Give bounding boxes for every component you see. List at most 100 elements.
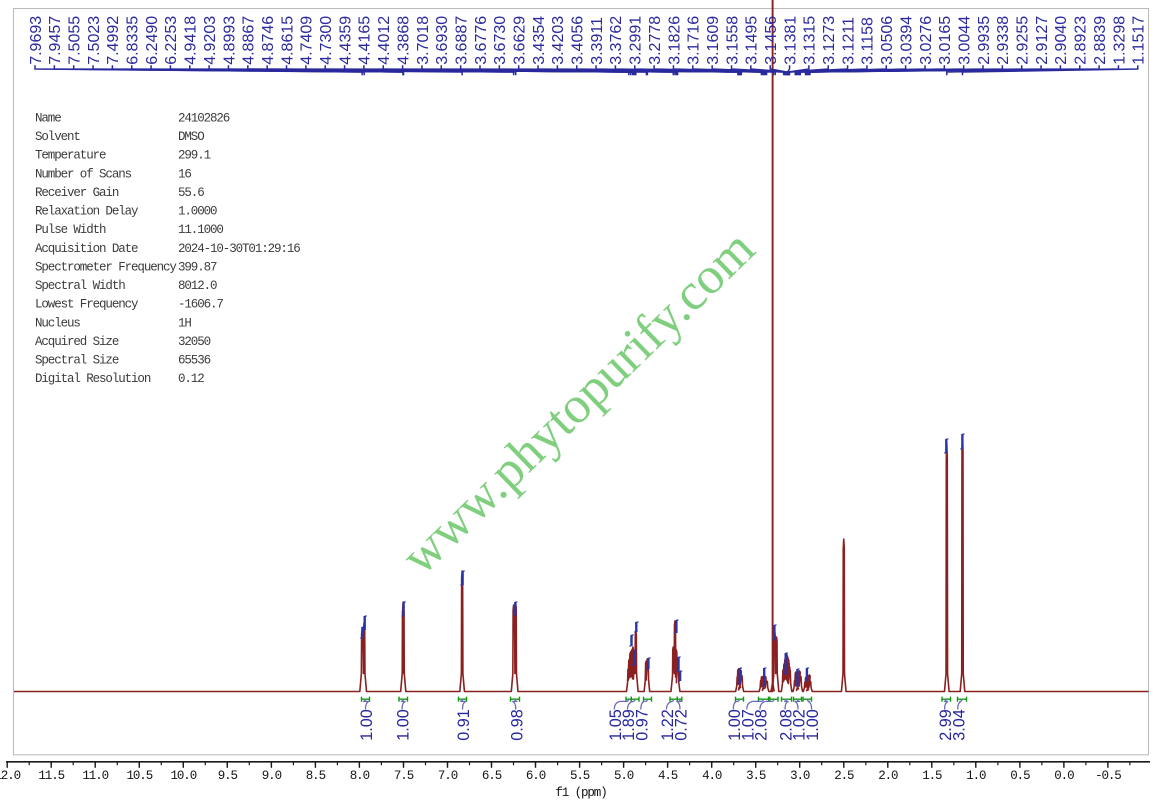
svg-text:6.2490: 6.2490 [144,16,161,65]
svg-text:0.12: 0.12 [178,372,204,386]
svg-text:1.0000: 1.0000 [178,205,217,219]
svg-text:10.0: 10.0 [170,769,196,783]
svg-text:Acquisition Date: Acquisition Date [35,242,138,256]
svg-text:3.3911: 3.3911 [589,17,606,65]
svg-text:4.4165: 4.4165 [357,16,374,65]
svg-text:7.0: 7.0 [438,769,458,783]
svg-text:65536: 65536 [178,354,211,368]
svg-text:7.5: 7.5 [394,769,414,783]
svg-text:3.2778: 3.2778 [647,16,664,65]
svg-text:3.6930: 3.6930 [434,16,451,65]
svg-text:1.00: 1.00 [358,709,376,741]
svg-text:3.1381: 3.1381 [782,16,799,65]
svg-text:Receiver Gain: Receiver Gain [35,186,119,200]
svg-text:0.91: 0.91 [455,709,473,741]
svg-text:-0.5: -0.5 [1095,769,1121,783]
svg-text:1.89: 1.89 [620,709,638,741]
svg-text:3.6629: 3.6629 [511,16,528,65]
svg-text:4.8615: 4.8615 [279,16,296,65]
svg-text:3.1558: 3.1558 [724,16,741,65]
svg-text:1.5: 1.5 [922,769,942,783]
svg-text:-1606.7: -1606.7 [178,298,223,312]
svg-text:32050: 32050 [178,335,211,349]
svg-text:11.0: 11.0 [82,769,108,783]
svg-text:Lowest Frequency: Lowest Frequency [35,298,139,312]
svg-text:3.0506: 3.0506 [879,16,896,65]
svg-text:8.0: 8.0 [350,769,370,783]
svg-text:1.3298: 1.3298 [1111,16,1128,65]
svg-text:Spectral Size: Spectral Size [35,354,119,368]
svg-text:4.7409: 4.7409 [299,16,316,65]
svg-text:4.0: 4.0 [702,769,722,783]
svg-text:3.1495: 3.1495 [744,16,761,65]
svg-text:4.9418: 4.9418 [183,16,200,65]
svg-text:4.8746: 4.8746 [260,16,277,65]
svg-text:1.07: 1.07 [739,709,757,741]
svg-text:3.2991: 3.2991 [628,16,645,65]
svg-text:3.6730: 3.6730 [492,16,509,65]
svg-text:9.0: 9.0 [262,769,282,783]
svg-text:10.5: 10.5 [126,769,152,783]
svg-text:5.0: 5.0 [614,769,634,783]
svg-text:7.9457: 7.9457 [47,16,64,65]
svg-text:3.04: 3.04 [950,709,968,741]
svg-text:3.0: 3.0 [790,769,810,783]
svg-text:6.8335: 6.8335 [125,16,142,65]
svg-text:Spectrometer Frequency: Spectrometer Frequency [35,261,177,275]
svg-text:1.1517: 1.1517 [1131,16,1148,65]
svg-text:9.5: 9.5 [218,769,238,783]
svg-text:399.87: 399.87 [178,261,217,275]
svg-text:Solvent: Solvent [35,130,80,144]
svg-text:3.1716: 3.1716 [686,16,703,65]
svg-text:3.0165: 3.0165 [937,16,954,65]
svg-text:3.6887: 3.6887 [453,16,470,65]
svg-text:Nucleus: Nucleus [35,316,80,330]
svg-text:7.5055: 7.5055 [66,16,83,65]
svg-text:4.4359: 4.4359 [337,16,354,65]
svg-text:f1 (ppm): f1 (ppm) [555,786,606,800]
svg-text:3.3762: 3.3762 [608,16,625,65]
svg-text:3.4354: 3.4354 [531,16,548,65]
svg-text:7.5023: 7.5023 [86,16,103,65]
svg-text:3.1273: 3.1273 [821,16,838,65]
svg-text:3.0394: 3.0394 [898,16,915,65]
svg-text:3.1315: 3.1315 [802,16,819,65]
svg-text:1.00: 1.00 [804,709,822,741]
svg-text:12.0: 12.0 [0,769,21,783]
svg-text:2.08: 2.08 [778,709,796,741]
svg-text:7.4992: 7.4992 [105,16,122,65]
svg-text:3.7018: 3.7018 [415,16,432,65]
svg-text:0.5: 0.5 [1010,769,1030,783]
svg-text:3.5: 3.5 [746,769,766,783]
svg-text:1.02: 1.02 [791,709,809,741]
svg-text:2.9338: 2.9338 [995,16,1012,65]
svg-text:3.4056: 3.4056 [570,16,587,65]
svg-text:1.22: 1.22 [659,709,677,741]
svg-text:Name: Name [35,112,61,126]
svg-text:3.6776: 3.6776 [473,16,490,65]
svg-text:3.1211: 3.1211 [840,17,857,65]
svg-text:2.5: 2.5 [834,769,854,783]
svg-text:3.0276: 3.0276 [918,16,935,65]
svg-text:2024-10-30T01:29:16: 2024-10-30T01:29:16 [178,242,300,256]
svg-text:3.4203: 3.4203 [550,16,567,65]
svg-text:5.5: 5.5 [570,769,590,783]
svg-text:4.4012: 4.4012 [376,16,393,65]
svg-text:299.1: 299.1 [178,149,211,163]
svg-text:Spectral Width: Spectral Width [35,279,125,293]
svg-text:3.1456: 3.1456 [763,16,780,65]
svg-text:1.05: 1.05 [607,709,625,741]
svg-text:4.8993: 4.8993 [221,16,238,65]
svg-text:1.00: 1.00 [395,709,413,741]
svg-text:2.9935: 2.9935 [976,16,993,65]
svg-text:Digital Resolution: Digital Resolution [35,372,151,386]
svg-text:7.9693: 7.9693 [28,16,45,65]
svg-text:3.1609: 3.1609 [705,16,722,65]
svg-text:1.0: 1.0 [966,769,986,783]
svg-text:2.08: 2.08 [753,709,771,741]
svg-text:0.0: 0.0 [1054,769,1074,783]
svg-text:4.5: 4.5 [658,769,678,783]
svg-text:DMSO: DMSO [178,130,204,144]
svg-text:2.8839: 2.8839 [1092,16,1109,65]
svg-text:Number of Scans: Number of Scans [35,167,132,181]
